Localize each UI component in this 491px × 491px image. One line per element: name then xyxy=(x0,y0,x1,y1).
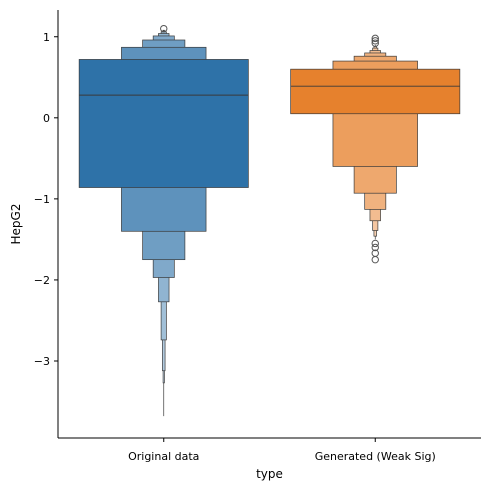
x-ticks: Original data Generated (Weak Sig) xyxy=(128,438,436,463)
boxen-box-level-1 xyxy=(290,68,461,115)
x-tick-label: Original data xyxy=(128,450,199,463)
y-tick-label: 1 xyxy=(43,31,50,44)
boxen-group-2 xyxy=(290,34,461,264)
outlier-point xyxy=(160,24,168,33)
y-axis-label: HepG2 xyxy=(9,204,23,245)
boxen-box-level-1 xyxy=(78,59,249,188)
x-axis-label: type xyxy=(256,467,283,481)
axes xyxy=(57,10,481,439)
outlier-point xyxy=(371,39,379,47)
y-tick-label: −2 xyxy=(34,274,50,287)
plot-area xyxy=(78,24,461,417)
outlier-point xyxy=(371,243,379,252)
y-tick-label: −3 xyxy=(34,355,50,368)
y-tick-label: −1 xyxy=(34,193,50,206)
y-ticks: 1 0 −1 −2 −3 xyxy=(34,31,58,368)
outlier-point xyxy=(371,34,379,43)
outlier-point xyxy=(371,37,379,45)
y-tick-label: 0 xyxy=(43,112,50,125)
x-tick-label: Generated (Weak Sig) xyxy=(315,450,436,463)
outlier-point xyxy=(371,239,379,248)
outlier-point xyxy=(371,255,379,264)
boxen-group-1 xyxy=(78,24,249,417)
